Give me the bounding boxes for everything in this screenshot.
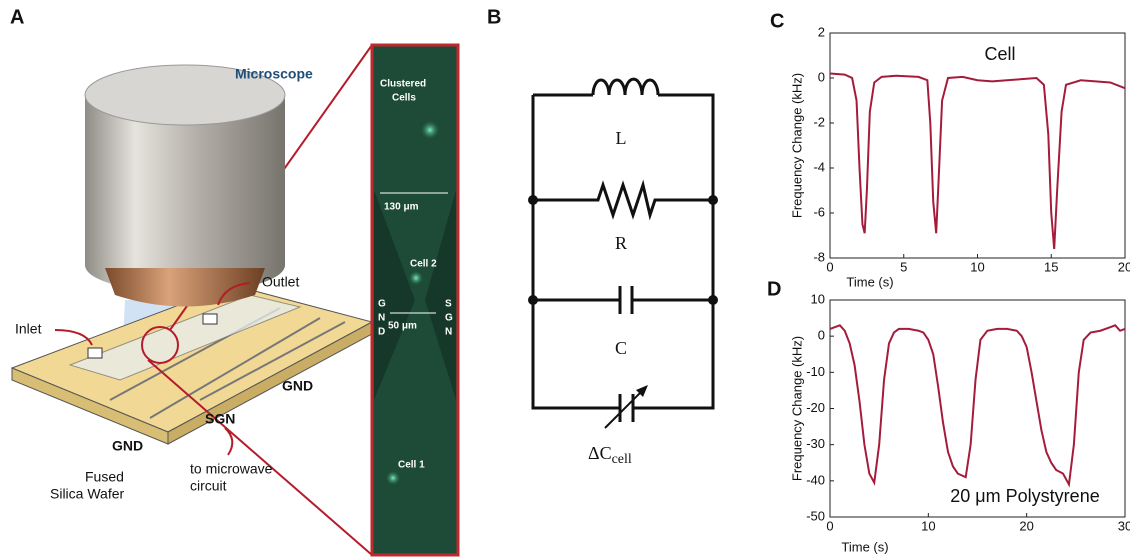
x-tick-label: 0 [826, 259, 833, 274]
electrode-gnd [374, 190, 415, 400]
zoom-circle [141, 326, 179, 364]
y-tick-label: 0 [818, 328, 825, 343]
x-tick-label: 10 [970, 259, 984, 274]
panel-label: B [487, 6, 501, 28]
delta-c-sub: cell [612, 452, 632, 467]
node [528, 195, 538, 205]
plot-frame [829, 32, 1126, 259]
x-tick-label: 20 [1118, 259, 1130, 274]
y-tick-label: 0 [818, 69, 825, 84]
x-tick-label: 15 [1044, 259, 1058, 274]
circuit-label: circuit [190, 478, 227, 494]
variable-arrow [636, 385, 648, 397]
variable-arrow [604, 389, 644, 429]
y-tick-label: 10 [811, 291, 825, 306]
delta-c: ΔC [588, 443, 612, 463]
arrow [224, 427, 234, 456]
x-axis-label: Time (s) [846, 274, 893, 289]
annotation: Cell [984, 44, 1015, 64]
inset-label: 130 μm [384, 202, 419, 213]
arrow [54, 329, 93, 346]
y-axis-label: Frequency Change (kHz) [789, 73, 804, 218]
node [708, 195, 718, 205]
cell [421, 121, 439, 139]
microscope-label: Microscope [235, 66, 313, 82]
panel-label: A [10, 6, 24, 28]
panel-a: A Microscope Outlet Inlet GND SGN GND Fu… [10, 6, 460, 557]
inset-label: G [378, 299, 386, 310]
component-label: C [615, 338, 627, 358]
component-label: R [615, 233, 627, 253]
inset-label: 50 μm [388, 321, 417, 332]
inset-label: Cell 1 [398, 460, 425, 471]
outlet-port [202, 313, 218, 325]
panel-label: C [770, 10, 784, 32]
inlet-label: Inlet [15, 321, 42, 337]
arrow [217, 282, 251, 306]
y-tick-label: -50 [806, 508, 825, 523]
x-tick-label: 30 [1118, 518, 1130, 533]
node [528, 295, 538, 305]
x-axis-label: Time (s) [841, 539, 888, 554]
node [708, 295, 718, 305]
y-tick-label: 2 [818, 24, 825, 39]
panel-b: B L R C ΔCcell [487, 6, 718, 467]
capacitor [533, 286, 713, 314]
inset-label: Clustered [380, 79, 426, 90]
microscope-top [84, 64, 286, 126]
zoom-line [147, 359, 373, 556]
inset-label: N [378, 313, 385, 324]
inset-label: D [378, 327, 385, 338]
data-line [829, 72, 1126, 250]
y-tick-label: -6 [813, 204, 825, 219]
inductor [591, 77, 660, 96]
variable-capacitor [618, 394, 635, 422]
inlet-port [87, 347, 103, 359]
x-tick-label: 20 [1019, 518, 1033, 533]
cell [386, 471, 400, 485]
inset-label: N [445, 327, 452, 338]
sgn-label: SGN [205, 411, 235, 427]
y-tick-label: -10 [806, 364, 825, 379]
x-tick-label: 5 [900, 259, 907, 274]
y-tick-label: -40 [806, 472, 825, 487]
glass-slide [68, 294, 302, 381]
panel-label: D [767, 278, 781, 300]
electrode-sgn [425, 190, 456, 400]
x-tick-label: 10 [921, 518, 935, 533]
y-axis-label: Frequency Change (kHz) [789, 336, 804, 481]
component-label: ΔCcell [588, 443, 632, 467]
wafer-label: Silica Wafer [50, 486, 125, 502]
y-tick-label: -30 [806, 436, 825, 451]
circuit-label: to microwave [190, 461, 273, 477]
gnd-label: GND [112, 438, 143, 454]
y-tick-label: -4 [813, 159, 825, 174]
outlet-label: Outlet [262, 274, 299, 290]
inset-label: S [445, 299, 452, 310]
electrode [149, 317, 321, 419]
resistor [533, 179, 713, 221]
wafer-label: Fused [85, 469, 124, 485]
component-label: L [616, 128, 627, 148]
cell [409, 271, 423, 285]
electrode [199, 321, 346, 401]
data-line [829, 324, 1126, 488]
inset-label: G [445, 313, 453, 324]
objective-lens [105, 268, 265, 307]
y-tick-label: -20 [806, 400, 825, 415]
y-tick-label: -2 [813, 114, 825, 129]
gnd-label: GND [282, 378, 313, 394]
x-tick-label: 0 [826, 518, 833, 533]
inset-label: Cell 2 [410, 259, 437, 270]
annotation: 20 μm Polystyrene [950, 486, 1099, 506]
inset-label: Cells [392, 93, 416, 104]
y-tick-label: -8 [813, 249, 825, 264]
